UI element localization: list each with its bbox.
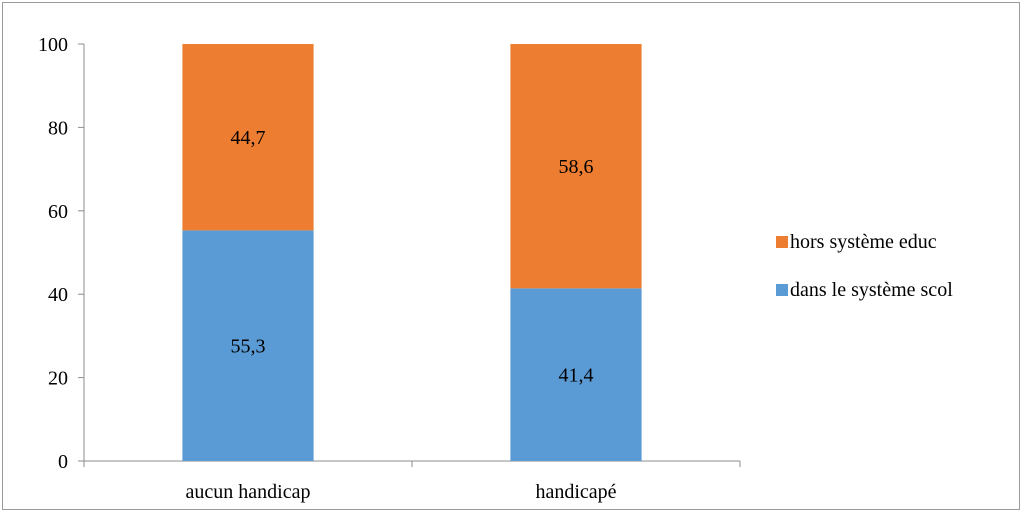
legend: hors système educ dans le système scol	[776, 231, 953, 301]
stacked-bar-chart: 0 20 40 60 80 100 aucun handicap handicapé 55,3…	[38, 34, 953, 503]
data-labels: 55,3 44,7 41,4 58,6	[231, 127, 594, 386]
legend-label: dans le système scol	[790, 279, 953, 301]
y-tick-label: 40	[48, 284, 68, 306]
bar-segment	[182, 44, 314, 231]
x-category-label: aucun handicap	[186, 481, 311, 503]
bar-segment	[510, 44, 642, 289]
y-tick-label: 0	[58, 451, 68, 473]
y-tick-label: 20	[48, 368, 68, 390]
y-tick-label: 100	[38, 34, 68, 56]
y-tick-label: 80	[48, 117, 68, 139]
bar-segment	[182, 230, 314, 461]
y-tick-label: 60	[48, 201, 68, 223]
data-label: 55,3	[231, 336, 266, 358]
x-category-label: handicapé	[535, 481, 616, 503]
bar-segment	[510, 288, 642, 461]
bars	[182, 44, 642, 461]
data-label: 58,6	[559, 156, 594, 178]
data-label: 41,4	[559, 365, 594, 387]
legend-swatch	[776, 236, 788, 248]
data-label: 44,7	[231, 127, 266, 149]
legend-label: hors système educ	[790, 231, 937, 253]
legend-swatch	[776, 284, 788, 296]
